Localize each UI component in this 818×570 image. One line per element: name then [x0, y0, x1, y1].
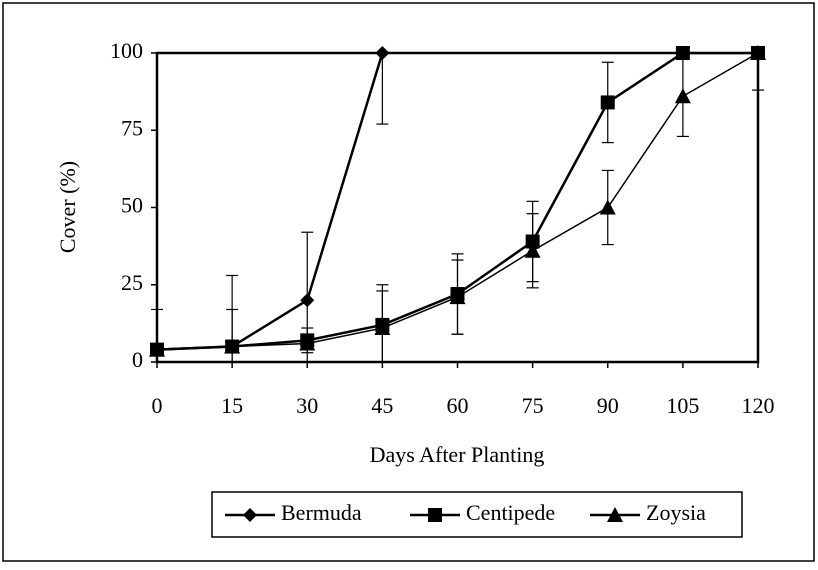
x-tick-label: 30	[296, 393, 318, 418]
marker	[243, 508, 257, 522]
marker	[674, 88, 691, 104]
marker	[300, 293, 315, 308]
marker	[600, 95, 615, 110]
y-tick-label: 100	[110, 38, 143, 63]
y-tick-label: 0	[132, 347, 143, 372]
marker	[675, 46, 690, 60]
error-bar	[376, 53, 389, 125]
marker	[374, 320, 391, 336]
marker	[299, 335, 316, 351]
x-tick-label: 75	[522, 393, 544, 418]
marker	[607, 507, 623, 522]
x-tick-label: 105	[666, 393, 699, 418]
y-tick-label: 25	[121, 270, 143, 295]
plot	[151, 53, 764, 362]
marker	[449, 289, 466, 305]
marker	[525, 234, 540, 249]
legend-box	[211, 491, 743, 538]
legend-label: Bermuda	[281, 500, 362, 525]
y-tick-label: 75	[121, 115, 143, 140]
marker	[428, 508, 442, 522]
legend-label: Centipede	[466, 500, 555, 525]
frame	[2, 2, 815, 562]
marker	[599, 199, 616, 215]
x-axis-label: Days After Planting	[370, 442, 545, 467]
y-axis-label: Cover (%)	[55, 161, 80, 253]
marker	[375, 46, 390, 60]
marker	[524, 242, 541, 258]
x-tick-label: 120	[742, 393, 775, 418]
legend-label: Zoysia	[646, 500, 706, 525]
series-line	[156, 53, 384, 351]
x-tick-label: 15	[221, 393, 243, 418]
y-tick-label: 50	[121, 193, 143, 218]
x-tick-label: 60	[447, 393, 469, 418]
x-tick-label: 0	[152, 393, 163, 418]
marker	[224, 338, 241, 354]
marker	[149, 341, 165, 357]
x-tick-label: 90	[597, 393, 619, 418]
x-tick-label: 45	[371, 393, 393, 418]
marker	[750, 45, 766, 60]
